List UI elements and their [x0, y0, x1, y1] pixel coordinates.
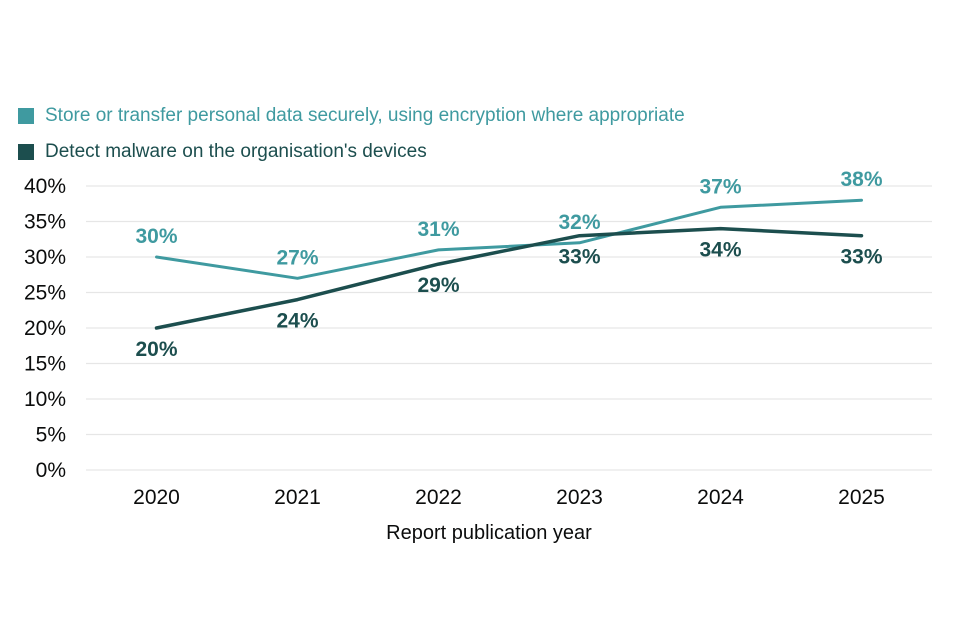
legend-swatch-encryption: [18, 108, 34, 124]
y-axis-tick-label: 0%: [36, 459, 66, 482]
data-label: 38%: [840, 168, 882, 191]
data-label: 24%: [276, 310, 318, 333]
x-axis-tick-label: 2022: [415, 486, 462, 509]
y-axis-tick-label: 15%: [24, 353, 66, 376]
y-axis-tick-label: 25%: [24, 282, 66, 305]
y-axis-tick-label: 5%: [36, 424, 66, 447]
series-line-0: [155, 198, 863, 280]
y-axis-tick-label: 30%: [24, 246, 66, 269]
x-axis-tick-label: 2021: [274, 486, 321, 509]
data-label: 30%: [135, 225, 177, 248]
legend-item-malware: Detect malware on the organisation's dev…: [18, 140, 685, 164]
data-label: 33%: [558, 246, 600, 269]
data-label: 31%: [417, 218, 459, 241]
legend-swatch-malware: [18, 144, 34, 160]
data-label: 29%: [417, 274, 459, 297]
legend-label-malware: Detect malware on the organisation's dev…: [45, 141, 427, 162]
y-axis-tick-label: 40%: [24, 175, 66, 198]
legend-item-encryption: Store or transfer personal data securely…: [18, 104, 685, 128]
x-axis-title: Report publication year: [386, 522, 592, 544]
x-axis-tick-label: 2023: [556, 486, 603, 509]
series-line-1: [154, 226, 864, 330]
y-axis-tick-label: 10%: [24, 388, 66, 411]
data-label: 27%: [276, 246, 318, 269]
x-axis-tick-label: 2025: [838, 486, 885, 509]
legend-label-encryption: Store or transfer personal data securely…: [45, 105, 685, 126]
data-label: 33%: [840, 246, 882, 269]
data-label: 32%: [558, 211, 600, 234]
y-axis-tick-label: 20%: [24, 317, 66, 340]
x-axis-tick-label: 2024: [697, 486, 744, 509]
data-label: 34%: [699, 239, 741, 262]
data-label: 20%: [135, 338, 177, 361]
x-axis-tick-label: 2020: [133, 486, 180, 509]
y-axis-tick-label: 35%: [24, 211, 66, 234]
data-label: 37%: [699, 175, 741, 198]
chart-legend: Store or transfer personal data securely…: [18, 104, 685, 164]
